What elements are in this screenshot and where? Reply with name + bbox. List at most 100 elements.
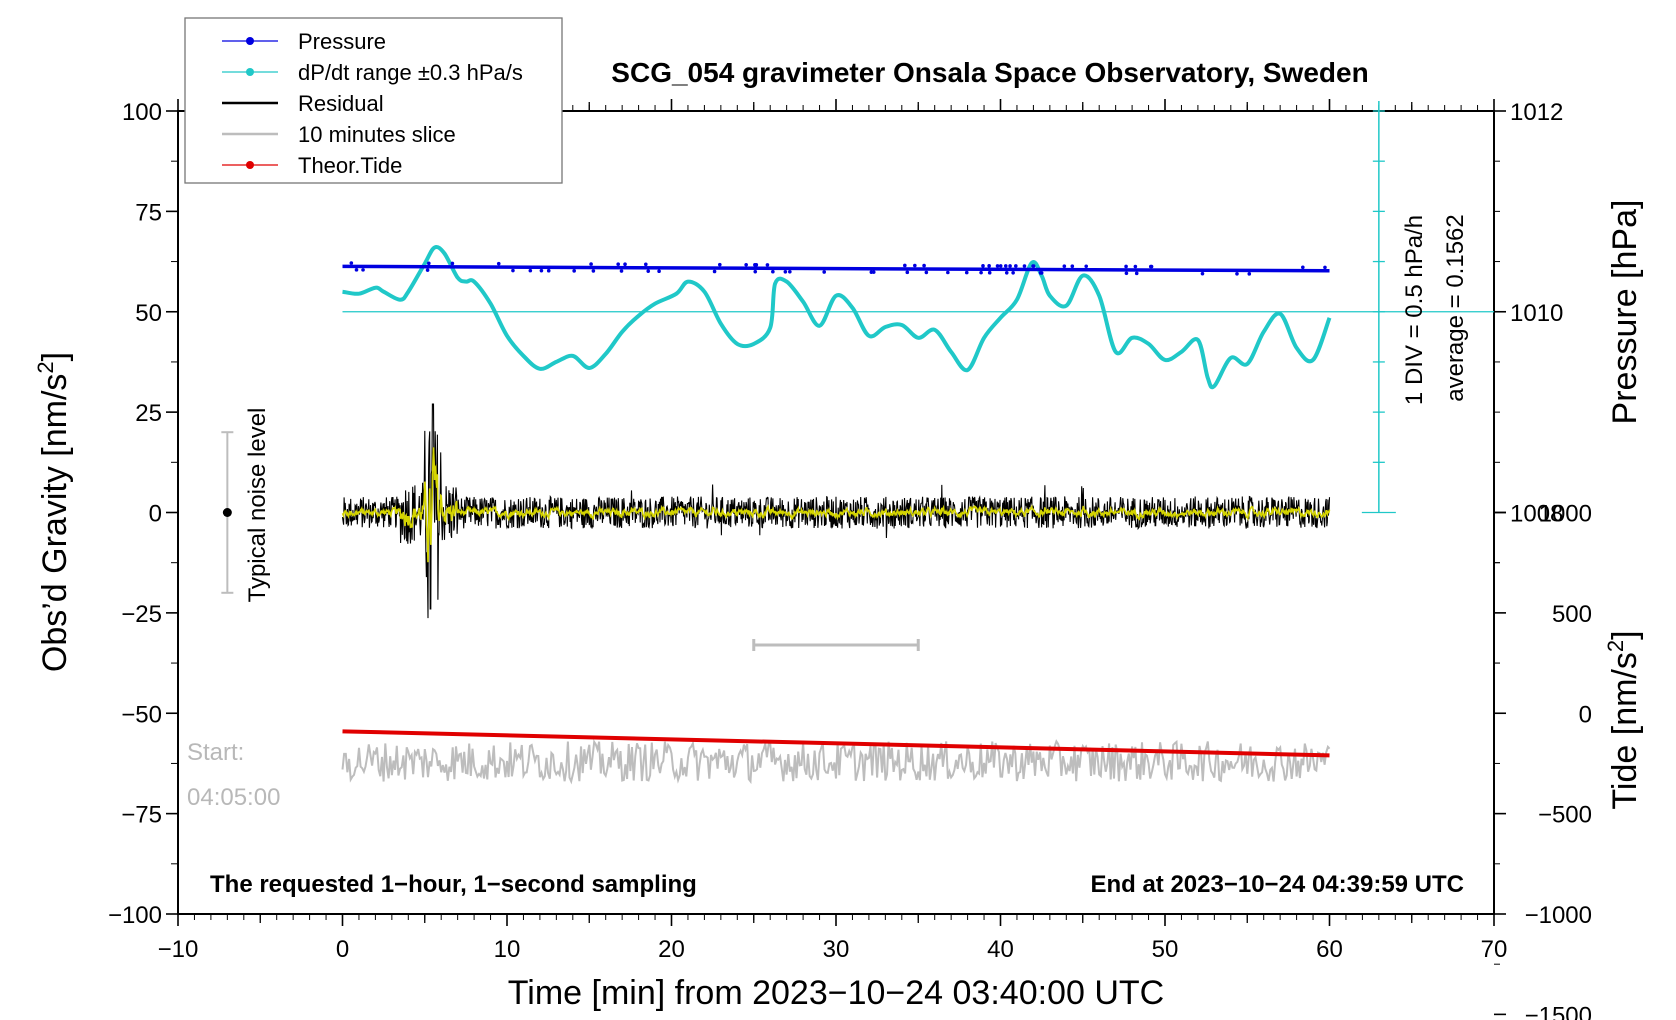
pressure-dot — [1084, 264, 1089, 269]
tide-line — [342, 729, 1330, 758]
pressure-dot — [1124, 264, 1128, 269]
pressure-dot — [765, 263, 770, 267]
legend-label: dP/dt range ±0.3 hPa/s — [298, 60, 523, 85]
pressure-dot — [753, 269, 758, 274]
pressure-dot — [924, 270, 929, 275]
x-tick-label: 40 — [987, 936, 1014, 963]
pressure-dot — [871, 270, 876, 274]
tide-main: Tide [nm/s — [1606, 652, 1644, 809]
pressure-dot — [591, 269, 596, 273]
tide-end: ] — [1606, 630, 1644, 639]
pressure-dot — [349, 261, 354, 265]
pressure-dot — [1323, 265, 1327, 270]
pressure-dot — [1011, 270, 1015, 275]
pressure-tick-label: 1010 — [1510, 300, 1563, 327]
pressure-dot — [783, 269, 788, 274]
pressure-dot — [1062, 264, 1067, 268]
pressure-dot — [1247, 272, 1252, 276]
y-tick-label: 0 — [149, 501, 162, 528]
y-tick-label: 75 — [135, 199, 162, 226]
pressure-dot — [528, 268, 533, 273]
x-axis-title: Time [min] from 2023−10−24 03:40:00 UTC — [508, 974, 1164, 1012]
legend-label: 10 minutes slice — [298, 122, 456, 147]
y-left-main: Obs’d Gravity [nm/s — [36, 374, 74, 673]
scale-label-div: 1 DIV = 0.5 hPa/h — [1401, 215, 1428, 405]
pressure-dot — [1022, 264, 1027, 268]
pressure-dot — [1039, 271, 1044, 275]
pressure-dot — [1134, 271, 1139, 276]
pressure-dot — [903, 263, 907, 268]
y-tick-label: 100 — [122, 99, 162, 126]
pressure-dot — [998, 264, 1003, 268]
pressure-dot — [905, 270, 910, 275]
pressure-dot — [1031, 264, 1035, 268]
pressure-dot — [946, 270, 950, 275]
y-tick-label: −75 — [121, 802, 162, 829]
pressure-dot — [712, 269, 717, 274]
pressure-dot — [644, 262, 648, 267]
pressure-dot — [822, 270, 826, 274]
pressure-dot — [771, 269, 775, 274]
pressure-dot — [623, 262, 627, 267]
pressure-dot — [546, 268, 551, 273]
x-tick-label: 0 — [336, 936, 349, 963]
scale-label-avg: average = 0.1562 — [1442, 214, 1469, 402]
noise-center-dot — [222, 508, 232, 517]
pressure-dot — [646, 269, 651, 273]
pressure-tick-label: 1008 — [1510, 501, 1563, 528]
x-tick-label: 10 — [494, 936, 521, 963]
pressure-dot — [987, 264, 991, 268]
slice-line — [341, 738, 1331, 785]
pressure-dot — [979, 270, 983, 275]
start-label: Start: — [187, 739, 244, 766]
y-tick-label: 50 — [135, 300, 162, 327]
dpdt-line — [342, 245, 1332, 390]
y-axis-title-pressure: Pressure [hPa] — [1606, 200, 1644, 425]
tide-tick-label: 500 — [1552, 601, 1592, 628]
noise-label: Typical noise level — [244, 408, 271, 603]
pressure-dot — [1200, 271, 1205, 276]
pressure-dot — [361, 268, 365, 272]
bottom-right-note: End at 2023−10−24 04:39:59 UTC — [1090, 871, 1464, 898]
y-axis-title-left: Obs’d Gravity [nm/s2] — [33, 352, 74, 672]
pressure-dot — [496, 261, 501, 266]
pressure-dot — [1003, 264, 1008, 268]
legend-box — [184, 17, 563, 184]
dpdt-scale-bar — [1361, 101, 1396, 514]
tide-tick-label: −1000 — [1525, 902, 1592, 929]
legend: Pressure dP/dt range ±0.3 hPa/s Residual 10… — [184, 17, 563, 184]
chart-title: SCG_054 gravimeter Onsala Space Observat… — [611, 57, 1368, 88]
pressure-dot — [1301, 265, 1305, 270]
pressure-dot — [922, 263, 926, 268]
pressure-dot — [539, 268, 544, 273]
pressure-dot — [718, 262, 722, 267]
pressure-dot — [589, 262, 593, 266]
pressure-dot — [1070, 264, 1075, 269]
legend-label: Pressure — [298, 29, 386, 54]
pressure-dot — [1133, 264, 1138, 269]
x-tick-label: 30 — [823, 936, 850, 963]
tide-tick-label: 1000 — [1539, 501, 1592, 528]
pressure-dot — [425, 268, 430, 272]
pressure-dot — [1235, 271, 1239, 276]
tide-sup: 2 — [1603, 640, 1628, 652]
pressure-dot — [427, 261, 431, 266]
pressure-dot — [354, 268, 359, 272]
pressure-dot — [572, 269, 576, 273]
y-tick-label: 25 — [135, 400, 162, 427]
pressure-dot — [753, 263, 757, 267]
tide-tick-label: 0 — [1579, 701, 1592, 728]
y-tick-label: −100 — [108, 902, 162, 929]
pressure-dot — [511, 268, 515, 273]
pressure-dot — [981, 264, 985, 268]
legend-items: Pressure dP/dt range ±0.3 hPa/s Residual 10… — [222, 29, 523, 178]
pressure-dot — [619, 269, 624, 273]
x-tick-label: −10 — [158, 936, 199, 963]
pressure-dot — [1014, 264, 1018, 268]
y-tick-label: −25 — [121, 601, 162, 628]
pressure-dot — [616, 262, 620, 267]
tide-tick-label: −1500 — [1525, 1002, 1592, 1020]
pressure-dot — [1124, 271, 1129, 276]
pressure-dots — [349, 261, 1327, 276]
